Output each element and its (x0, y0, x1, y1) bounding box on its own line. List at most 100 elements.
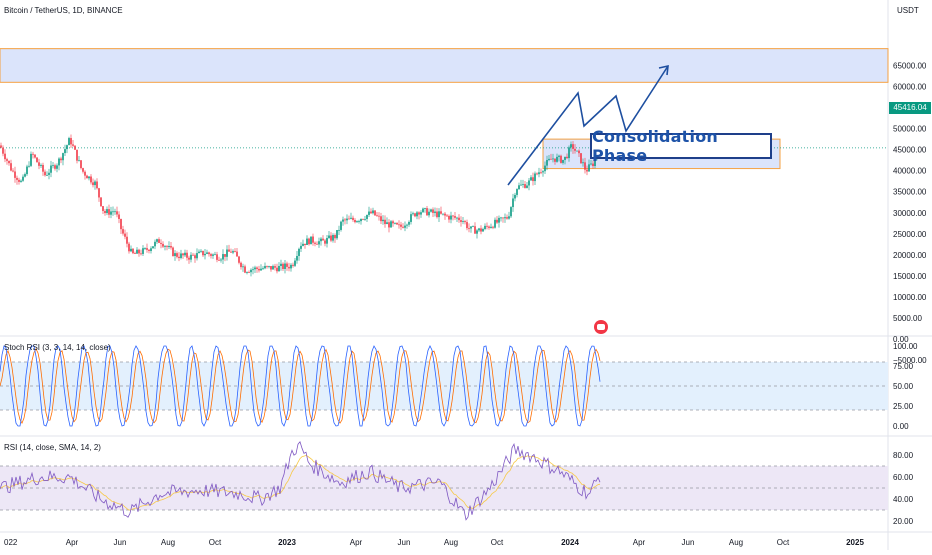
candle-body (242, 266, 244, 268)
candle-body (522, 184, 524, 185)
candle-body (566, 156, 568, 159)
candle-body (84, 171, 86, 176)
candle-body (440, 211, 442, 214)
candle-body (36, 157, 38, 163)
candle-body (316, 243, 318, 245)
candle-body (426, 208, 428, 216)
candle-body (312, 236, 314, 243)
candle-body (190, 254, 192, 260)
candle-body (166, 246, 168, 248)
stoch-rsi-label[interactable]: Stoch RSI (3, 3, 14, 14, close) (4, 343, 111, 352)
candle-body (388, 222, 390, 228)
candle-body (164, 246, 166, 247)
candle-body (18, 179, 20, 182)
candle-body (384, 219, 386, 225)
candle-body (496, 219, 498, 223)
candle-body (198, 251, 200, 254)
candle-body (524, 184, 526, 188)
candle-body (64, 149, 66, 154)
candle-body (480, 228, 482, 232)
time-axis-label: 2025 (846, 538, 864, 547)
candle-body (364, 218, 366, 220)
stoch-tick-label: 75.00 (893, 362, 914, 371)
candle-body (404, 225, 406, 228)
candle-body (572, 144, 574, 149)
candle-body (538, 172, 540, 175)
candle-body (140, 253, 142, 255)
time-axis-label: Jun (398, 538, 411, 547)
time-axis-label: 022 (4, 538, 18, 547)
candle-body (514, 194, 516, 199)
rsi-label[interactable]: RSI (14, close, SMA, 14, 2) (4, 443, 101, 452)
candle-body (358, 221, 360, 222)
candle-body (498, 217, 500, 223)
candle-body (368, 211, 370, 215)
candle-body (444, 213, 446, 216)
candle-body (206, 252, 208, 254)
candle-body (136, 249, 138, 254)
candle-body (546, 160, 548, 166)
candle-body (160, 242, 162, 244)
candle-body (458, 217, 460, 221)
candle-body (152, 246, 154, 249)
candle-body (386, 222, 388, 225)
candle-body (334, 235, 336, 239)
candle-body (62, 153, 64, 161)
calendar-event-icon[interactable] (594, 320, 608, 334)
price-axis-unit: USDT (897, 6, 919, 15)
candle-body (290, 264, 292, 269)
candle-body (44, 171, 46, 176)
candle-body (174, 253, 176, 257)
candle-body (300, 245, 302, 249)
candle-body (48, 172, 50, 175)
candle-body (594, 158, 596, 166)
candle-body (16, 177, 18, 180)
candle-body (360, 218, 362, 222)
candle-body (226, 249, 228, 257)
candle-body (412, 213, 414, 215)
candle-body (476, 230, 478, 234)
candle-body (466, 222, 468, 229)
candle-body (296, 255, 298, 261)
candle-body (390, 221, 392, 228)
candle-body (590, 163, 592, 165)
candle-body (470, 226, 472, 229)
candle-body (236, 251, 238, 257)
stoch-tick-label: 0.00 (893, 422, 909, 431)
candle-body (216, 254, 218, 260)
consolidation-phase-label[interactable]: Consolidation Phase (590, 127, 772, 165)
candle-body (518, 185, 520, 190)
candle-body (182, 253, 184, 256)
candle-body (34, 154, 36, 158)
candle-body (282, 263, 284, 269)
candle-body (76, 149, 78, 161)
candle-body (302, 243, 304, 246)
candle-body (578, 150, 580, 154)
price-tick-label: 45000.00 (893, 146, 927, 155)
rsi-tick-label: 20.00 (893, 517, 914, 526)
candle-body (570, 144, 572, 148)
candle-body (4, 153, 6, 160)
candle-body (508, 216, 510, 219)
candle-body (78, 160, 80, 162)
candle-body (394, 222, 396, 224)
candle-body (294, 260, 296, 266)
candle-body (74, 145, 76, 150)
candle-body (402, 226, 404, 228)
candle-body (70, 138, 72, 145)
candle-body (124, 233, 126, 237)
price-tick-label: 5000.00 (893, 314, 922, 323)
candle-body (382, 219, 384, 222)
candle-body (338, 229, 340, 231)
candle-body (30, 153, 32, 166)
candle-body (122, 229, 124, 234)
candle-body (132, 248, 134, 254)
candle-body (420, 212, 422, 215)
candle-body (170, 246, 172, 248)
candle-body (542, 171, 544, 173)
candle-body (106, 209, 108, 214)
rsi-tick-label: 40.00 (893, 495, 914, 504)
candle-body (528, 180, 530, 186)
